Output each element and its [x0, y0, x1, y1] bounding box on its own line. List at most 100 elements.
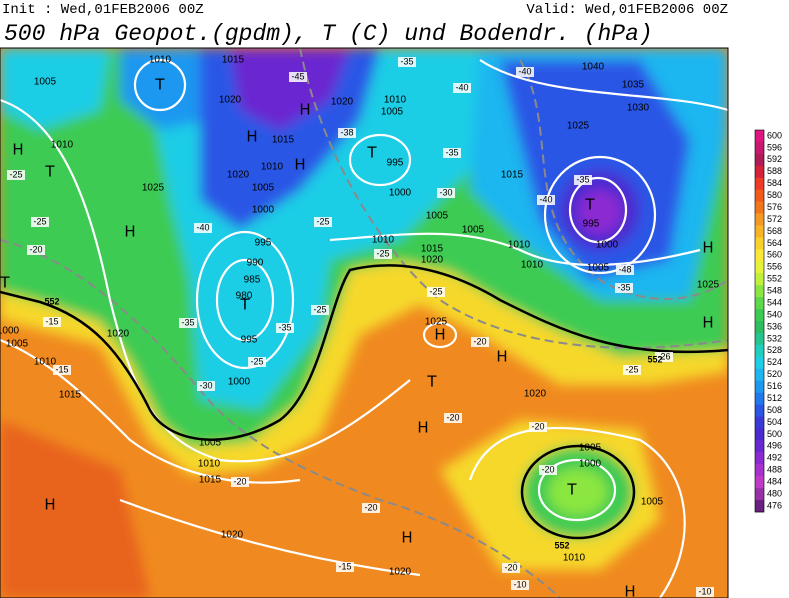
temperature-label: -25: [625, 364, 638, 374]
isobar-label: 1015: [222, 55, 245, 66]
colorbar-swatch: [755, 404, 764, 417]
temperature-label-bg: [27, 245, 45, 255]
isobar-label: 1010: [51, 140, 74, 151]
colorbar-swatch: [755, 368, 764, 381]
temperature-label: -25: [376, 248, 389, 258]
temperature-label-bg: [615, 283, 633, 293]
geopotential-label: 552: [554, 540, 569, 550]
temperature-label: -20: [29, 244, 42, 254]
colorbar-label: 532: [767, 333, 782, 343]
isobar-label: 995: [255, 238, 272, 249]
isobar-label: 1005: [587, 263, 610, 274]
temperature-label: -10: [513, 579, 526, 589]
colorbar-label: 552: [767, 274, 782, 284]
temperature-label: -48: [618, 264, 631, 274]
colorbar-label: 524: [767, 357, 782, 367]
map-frame: [0, 47, 729, 598]
isobar-label: 995: [241, 335, 258, 346]
temperature-label: -15: [45, 316, 58, 326]
isobar-label: 980: [236, 291, 253, 302]
temperature-label-bg: [398, 57, 416, 67]
pressure-center: H: [299, 101, 310, 119]
temperature-label: -35: [445, 147, 458, 157]
colorbar-label: 476: [767, 500, 782, 510]
temperature-label-bg: [427, 287, 445, 297]
colorbar-label: 544: [767, 297, 782, 307]
temperature-label-bg: [374, 249, 392, 259]
isobar-label: 1020: [524, 389, 547, 400]
temperature-label-bg: [453, 83, 471, 93]
isobar-label: 1010: [521, 260, 544, 271]
temperature-isotherms: [0, 48, 728, 598]
isobar-label: 1025: [697, 280, 720, 291]
temperature-label: -10: [698, 586, 711, 596]
colorbar-swatch: [755, 130, 764, 143]
colorbar-swatch: [755, 225, 764, 238]
temperature-label-bg: [231, 477, 249, 487]
temperature-label-bg: [516, 67, 534, 77]
colorbar-swatch: [755, 141, 764, 155]
temperature-label: -15: [55, 364, 68, 374]
pressure-center: T: [154, 76, 165, 94]
temperature-label-bg: [537, 195, 555, 205]
temperature-label: -20: [541, 464, 554, 474]
temperature-label-bg: [53, 365, 71, 375]
temperature-label: -25: [9, 169, 22, 179]
colorbar-label: 560: [767, 250, 782, 260]
colorbar-label: 508: [767, 405, 782, 415]
isobar-label: 1015: [199, 475, 222, 486]
pressure-center: H: [624, 583, 635, 598]
isobar-label: 1005: [381, 107, 404, 118]
temperature-label: -20: [531, 421, 544, 431]
pressure-center: H: [496, 348, 507, 366]
isobar-label: 1040: [582, 62, 605, 73]
temperature-label-bg: [655, 352, 673, 362]
isobar-label: 1010: [34, 357, 57, 368]
pressure-center: H: [12, 141, 23, 159]
temperature-label-bg: [31, 217, 49, 227]
temperature-label-bg: [539, 465, 557, 475]
isobar-label: 1015: [272, 135, 295, 146]
colorbar-label: 504: [767, 417, 782, 427]
temperature-label: -26: [657, 351, 670, 361]
temperature-label-bg: [444, 413, 462, 423]
colorbar-label: 540: [767, 309, 782, 319]
colorbar-label: 536: [767, 321, 782, 331]
temperature-label: -20: [504, 562, 517, 572]
colorbar-swatch: [755, 321, 764, 334]
isobar-label: 1000: [252, 205, 275, 216]
colorbar-swatch: [755, 189, 764, 202]
isobar-label: 990: [247, 258, 264, 269]
colorbar-swatch: [755, 285, 764, 298]
colorbar-label: 580: [767, 190, 782, 200]
colorbar-label: 584: [767, 178, 782, 188]
temperature-label: -40: [455, 82, 468, 92]
colorbar-swatch: [755, 237, 764, 250]
temperature-label-bg: [696, 587, 714, 597]
temperature-label: -25: [429, 286, 442, 296]
temperature-label-bg: [338, 128, 356, 138]
colorbar-label: 572: [767, 214, 782, 224]
isobar-label: 1025: [425, 317, 448, 328]
colorbar-swatch: [755, 428, 764, 441]
colorbar-label: 492: [767, 453, 782, 463]
isobar-label: 995: [387, 158, 404, 169]
temperature-label: -25: [316, 216, 329, 226]
temperature-label: -30: [439, 187, 452, 197]
isobar-label: 1005: [199, 438, 222, 449]
temperature-label-bg: [43, 317, 61, 327]
pressure-center: H: [124, 223, 135, 241]
pressure-center: T: [44, 163, 55, 181]
temperature-label: -15: [338, 561, 351, 571]
temperature-label: -20: [233, 476, 246, 486]
isobar-label: 1005: [579, 443, 602, 454]
temperature-label-bg: [179, 318, 197, 328]
isobar-label: 1020: [227, 170, 250, 181]
colorbar-label: 564: [767, 238, 782, 248]
temperature-label: -40: [196, 222, 209, 232]
colorbar-swatch: [755, 440, 764, 453]
isobar-label: 1000: [389, 188, 412, 199]
pressure-center: H: [401, 529, 412, 547]
temperature-label-bg: [616, 265, 634, 275]
